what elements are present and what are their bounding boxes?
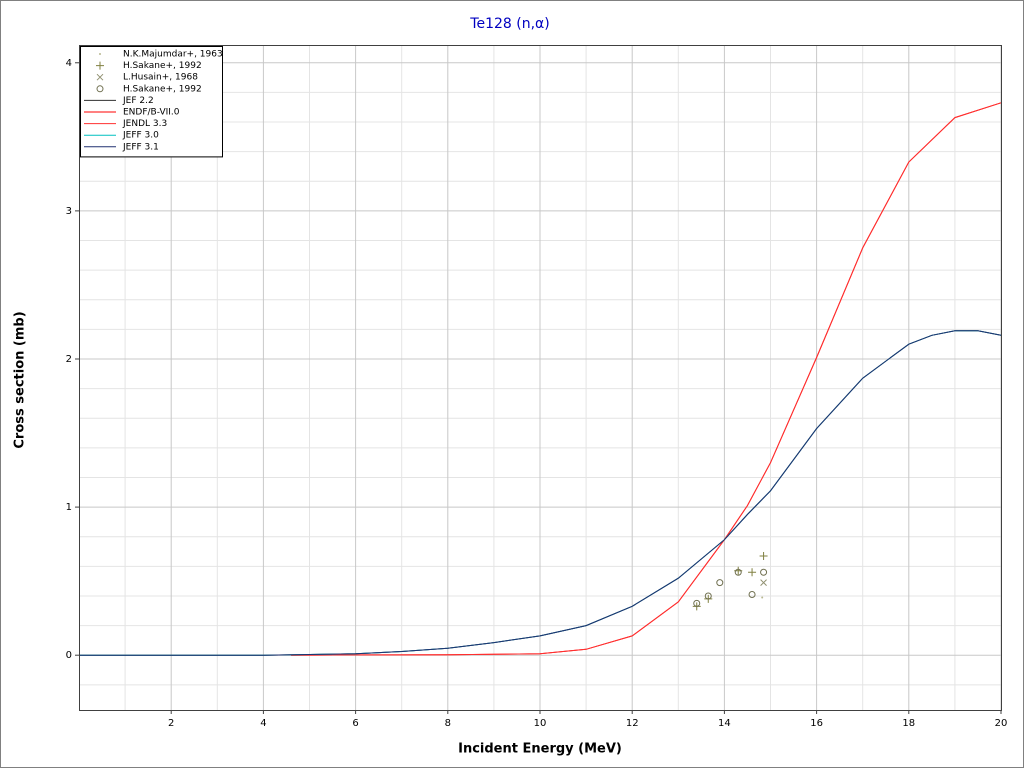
legend-box bbox=[80, 46, 223, 158]
x-tick-label: 8 bbox=[445, 718, 451, 729]
legend-label: L.Husain+, 1968 bbox=[123, 73, 198, 83]
marker-circle bbox=[704, 592, 712, 600]
legend-label: JEFF 3.0 bbox=[122, 131, 159, 141]
y-axis-label: Cross section (mb) bbox=[13, 311, 28, 448]
marker-dot bbox=[761, 596, 764, 599]
legend-label: ENDF/B-VII.0 bbox=[123, 108, 180, 118]
y-tick-label: 4 bbox=[66, 58, 72, 69]
marker-cross bbox=[760, 579, 767, 586]
plot bbox=[79, 102, 1002, 656]
x-tick-label: 6 bbox=[352, 718, 358, 729]
marker-circle bbox=[760, 568, 768, 576]
x-tick-label: 18 bbox=[902, 718, 915, 729]
plot-border bbox=[79, 45, 1002, 711]
marker-circle bbox=[734, 568, 742, 576]
y-tick-label: 2 bbox=[66, 354, 72, 365]
y-tick-label: 0 bbox=[66, 650, 72, 661]
marker-dot bbox=[99, 53, 101, 55]
marker-plus bbox=[759, 551, 768, 560]
marker-circle bbox=[716, 579, 724, 587]
x-tick-label: 14 bbox=[718, 718, 731, 729]
legend-label: JENDL 3.3 bbox=[122, 119, 167, 129]
marker-plus bbox=[748, 568, 757, 577]
marker-cross bbox=[96, 73, 104, 81]
x-tick-label: 2 bbox=[168, 718, 174, 729]
x-tick-label: 10 bbox=[534, 718, 547, 729]
legend-label: N.K.Majumdar+, 1963 bbox=[123, 50, 223, 60]
chart-title: Te128 (n,α) bbox=[469, 16, 549, 32]
x-tick-label: 20 bbox=[995, 718, 1008, 729]
y-tick-label: 3 bbox=[66, 206, 72, 217]
marker-circle bbox=[693, 599, 701, 607]
series-line bbox=[79, 330, 1002, 656]
x-tick-label: 12 bbox=[626, 718, 639, 729]
x-tick-label: 4 bbox=[260, 718, 266, 729]
y-tick-label: 1 bbox=[66, 502, 72, 513]
x-axis-label: Incident Energy (MeV) bbox=[458, 742, 622, 757]
legend-label: JEF 2.2 bbox=[122, 96, 154, 106]
marker-circle bbox=[96, 85, 104, 93]
marker-circle bbox=[748, 590, 756, 598]
x-tick-label: 16 bbox=[810, 718, 823, 729]
legend-label: JEFF 3.1 bbox=[122, 142, 159, 152]
marker-plus bbox=[96, 61, 104, 70]
legend-label: H.Sakane+, 1992 bbox=[123, 84, 202, 94]
legend-label: H.Sakane+, 1992 bbox=[123, 61, 202, 71]
